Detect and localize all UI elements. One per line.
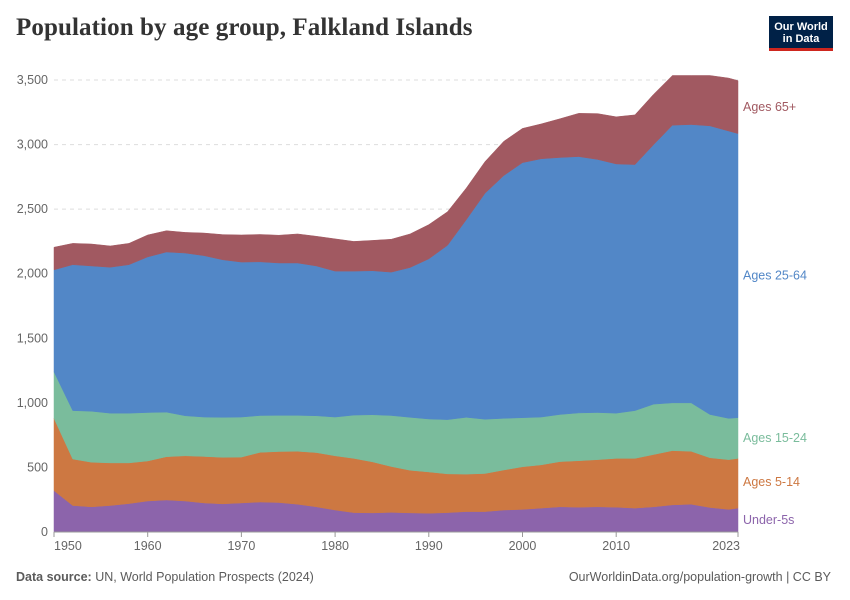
y-tick-label: 3,000 [17, 138, 48, 152]
legend-ages-15-24[interactable]: Ages 15-24 [743, 431, 807, 445]
legend-ages-25-64[interactable]: Ages 25-64 [743, 269, 807, 283]
x-tick-label: 2000 [509, 539, 537, 553]
data-source: Data source: UN, World Population Prospe… [16, 570, 314, 584]
logo-line-1: Our World [774, 21, 828, 33]
legend-ages-5-14[interactable]: Ages 5-14 [743, 475, 800, 489]
x-tick-label: 1990 [415, 539, 443, 553]
y-tick-label: 1,500 [17, 331, 48, 345]
series-areas [53, 75, 739, 533]
legend: Under-5s Ages 5-14 Ages 15-24 Ages 25-64 Age… [743, 100, 807, 527]
data-source-label: Data source: [16, 570, 92, 584]
owid-logo[interactable]: Our World in Data [769, 16, 833, 51]
stacked-area-chart: 0 500 1,000 1,500 2,000 2,500 3,000 3,500 1950 19… [17, 73, 807, 553]
legend-under-5s[interactable]: Under-5s [743, 513, 794, 527]
logo-line-2: in Data [782, 33, 820, 45]
y-tick-label: 2,500 [17, 202, 48, 216]
axes: 0 500 1,000 1,500 2,000 2,500 3,000 3,500 1950 19… [17, 73, 740, 553]
y-tick-label: 500 [27, 460, 48, 474]
y-tick-label: 3,500 [17, 73, 48, 87]
x-tick-label: 1980 [321, 539, 349, 553]
credit-link[interactable]: OurWorldinData.org/population-growth | C… [568, 570, 831, 584]
legend-ages-65-[interactable]: Ages 65+ [743, 100, 796, 114]
y-tick-label: 0 [41, 525, 48, 539]
chart-title: Population by age group, Falkland Island… [16, 14, 473, 41]
area-ages-25-64[interactable] [53, 124, 739, 420]
x-tick-label: 1960 [134, 539, 162, 553]
data-source-text: UN, World Population Prospects (2024) [95, 570, 314, 584]
x-tick-label: 2023 [712, 539, 740, 553]
x-tick-label: 2010 [602, 539, 630, 553]
x-tick-label: 1950 [54, 539, 82, 553]
area-ages-65-[interactable] [53, 75, 739, 273]
y-tick-label: 2,000 [17, 267, 48, 281]
y-tick-label: 1,000 [17, 396, 48, 410]
x-tick-label: 1970 [227, 539, 255, 553]
